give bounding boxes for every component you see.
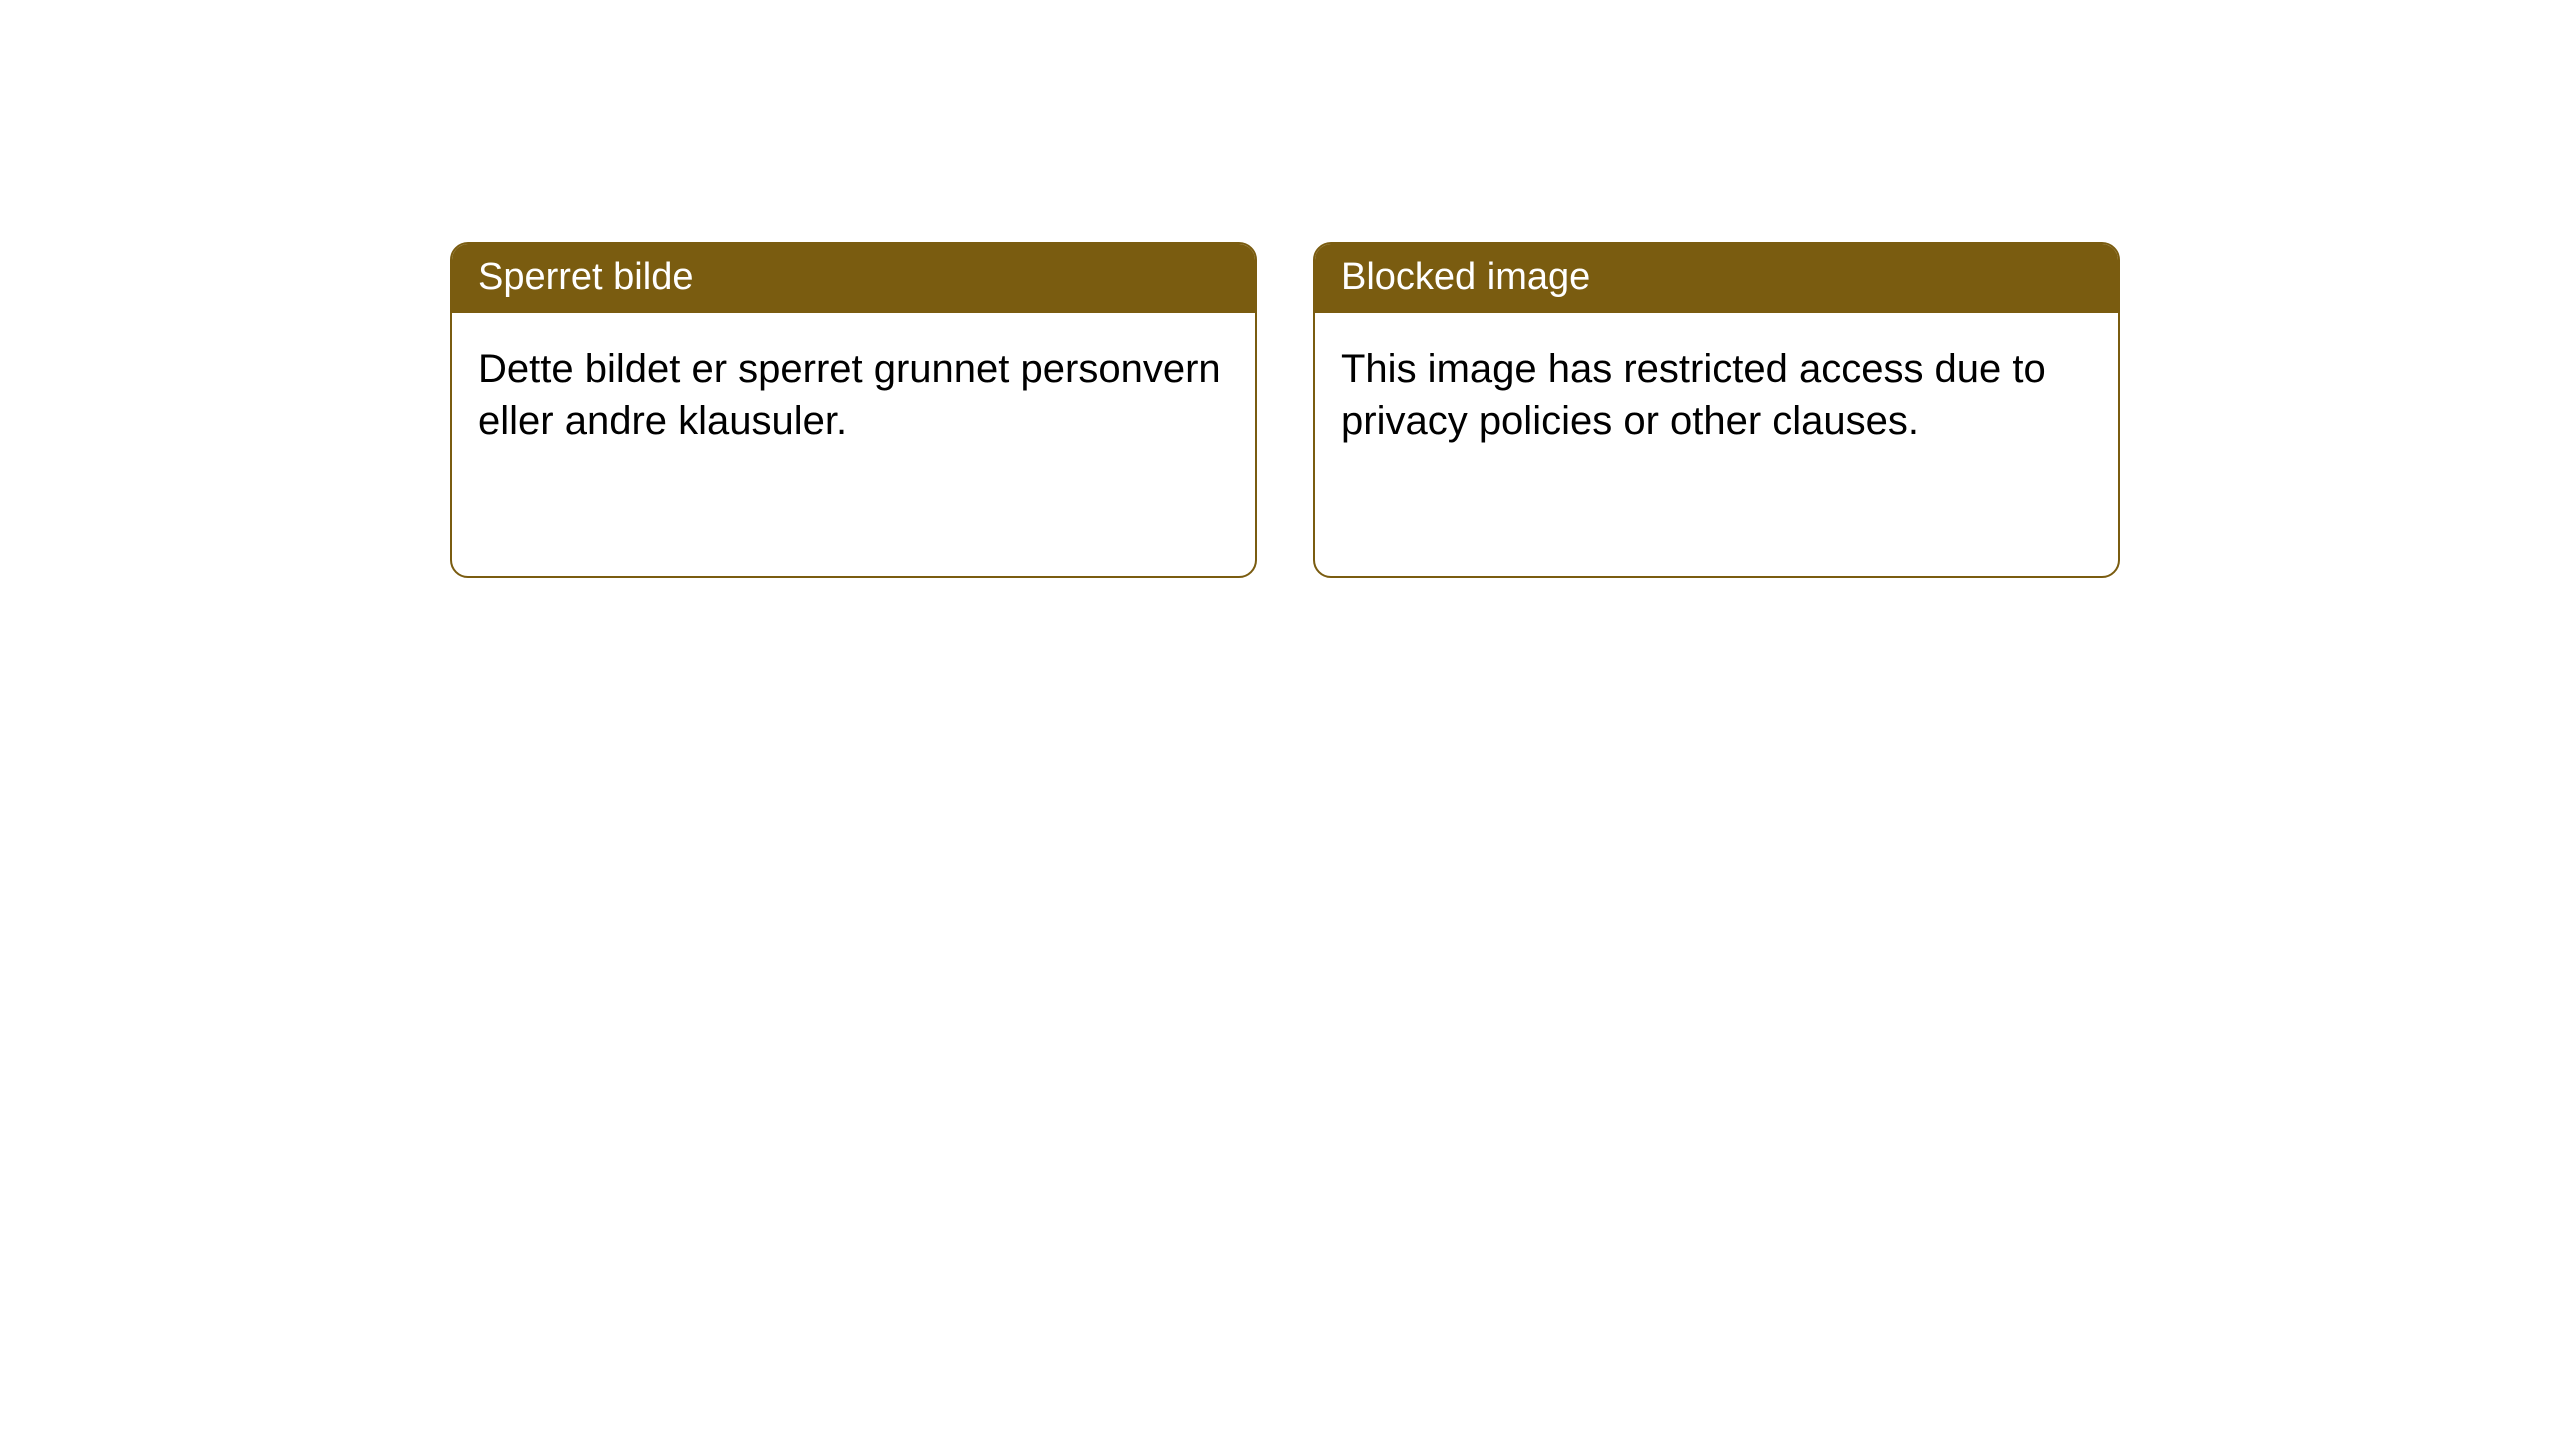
notice-card-en: Blocked image This image has restricted …	[1313, 242, 2120, 578]
notice-title: Blocked image	[1341, 256, 1590, 298]
notice-header-en: Blocked image	[1315, 244, 2118, 313]
notice-body-no: Dette bildet er sperret grunnet personve…	[452, 313, 1255, 477]
notice-card-no: Sperret bilde Dette bildet er sperret gr…	[450, 242, 1257, 578]
notice-body-en: This image has restricted access due to …	[1315, 313, 2118, 477]
notice-container: Sperret bilde Dette bildet er sperret gr…	[450, 242, 2120, 578]
notice-header-no: Sperret bilde	[452, 244, 1255, 313]
notice-title: Sperret bilde	[478, 256, 693, 298]
notice-message: This image has restricted access due to …	[1341, 347, 2046, 443]
notice-message: Dette bildet er sperret grunnet personve…	[478, 347, 1221, 443]
